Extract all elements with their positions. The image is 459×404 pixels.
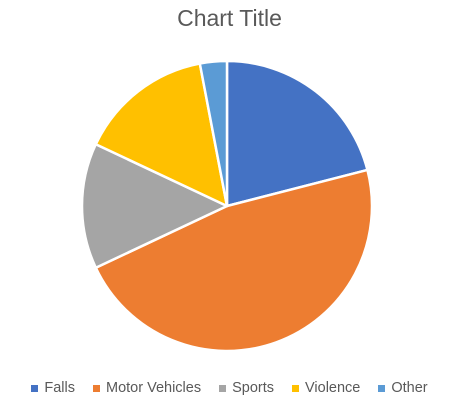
legend-swatch-other <box>378 384 386 392</box>
legend-item-other: Other <box>378 380 428 396</box>
pie-slice-falls <box>225 59 369 208</box>
legend-label-falls: Falls <box>44 380 75 396</box>
legend-label-sports: Sports <box>232 380 275 396</box>
legend-item-motor-vehicles: Motor Vehicles <box>92 380 202 396</box>
legend-item-sports: Sports <box>219 380 274 396</box>
legend-swatch-motor-vehicles <box>92 384 100 392</box>
legend-label-motor-vehicles: Motor Vehicles <box>105 380 202 396</box>
pie-slice-other <box>198 59 229 208</box>
pie-slice-violence <box>94 62 229 208</box>
legend-label-violence: Violence <box>305 380 361 396</box>
legend-label-other: Other <box>391 380 428 396</box>
legend-swatch-sports <box>219 384 227 392</box>
legend-swatch-violence <box>292 384 300 392</box>
legend-swatch-falls <box>31 384 39 392</box>
legend-item-falls: Falls <box>31 380 75 396</box>
chart-title: Chart Title <box>177 5 282 31</box>
legend-item-violence: Violence <box>292 380 360 396</box>
legend: Falls Motor Vehicles Sports Violence Other <box>0 380 459 396</box>
pie-slice-motor-vehicles <box>94 168 374 353</box>
pie-slice-sports <box>80 143 229 269</box>
